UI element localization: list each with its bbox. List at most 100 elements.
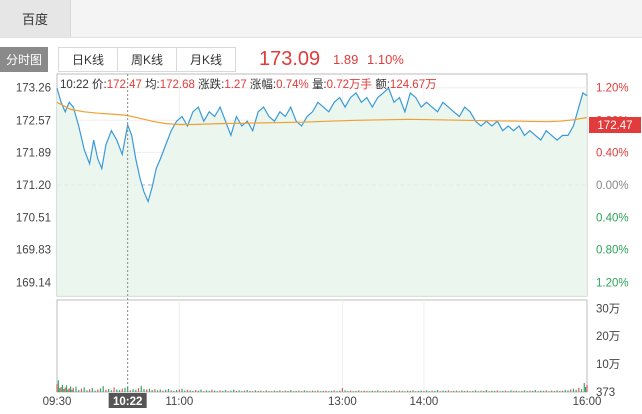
tab-monthly-k[interactable]: 月K线 — [176, 47, 236, 72]
volume-bar — [526, 391, 528, 392]
volume-bar — [224, 390, 227, 392]
current-price-tag-label: 172.47 — [597, 120, 632, 132]
volume-bar — [140, 385, 142, 392]
volume-bar — [83, 387, 85, 392]
tab-intraday[interactable]: 分时图 — [0, 47, 48, 72]
volume-bar — [477, 391, 479, 392]
volume-bar — [173, 390, 175, 392]
current-price: 173.09 — [259, 48, 321, 70]
tab-daily-k[interactable]: 日K线 — [58, 47, 118, 72]
volume-bar — [249, 390, 251, 392]
volume-bar — [287, 390, 289, 392]
volume-bar — [349, 390, 352, 392]
volume-bar — [137, 388, 140, 392]
volume-bar — [485, 390, 488, 392]
volume-bar — [235, 390, 237, 392]
volume-bar — [488, 391, 490, 392]
volume-bar — [540, 390, 542, 392]
volume-bar — [154, 389, 156, 392]
volume-bar — [86, 390, 88, 392]
volume-bar — [189, 390, 191, 392]
volume-bar — [151, 390, 153, 392]
volume-bar — [510, 390, 512, 392]
volume-bar — [60, 386, 62, 392]
volume-bar — [387, 391, 390, 392]
volume-bar — [542, 390, 545, 392]
volume-bar — [355, 390, 357, 392]
volume-bar — [197, 390, 199, 392]
volume-bar — [214, 390, 216, 392]
volume-bar — [290, 390, 292, 392]
time-tick-label: 16:00 — [573, 396, 602, 408]
volume-bar — [458, 391, 460, 392]
volume-bar — [585, 386, 587, 392]
volume-bar — [347, 390, 349, 392]
volume-bar — [97, 389, 99, 392]
percent-tick-label: 1.20% — [596, 83, 629, 95]
volume-bar — [466, 390, 469, 392]
intraday-chart[interactable]: 173.26 172.57 171.89 171.20 170.51 169.83 169.… — [0, 72, 642, 414]
percent-tick-label: 0.40% — [596, 147, 629, 159]
volume-bar — [491, 390, 493, 392]
volume-bar — [450, 391, 452, 392]
volume-bar — [71, 389, 73, 392]
volume-bar — [455, 390, 458, 392]
volume-bar — [284, 390, 286, 392]
volume-bar — [222, 390, 224, 392]
volume-bar — [162, 390, 164, 392]
volume-bar — [118, 390, 121, 392]
volume-bar — [442, 390, 444, 392]
volume-bar — [412, 390, 414, 392]
volume-bar — [366, 390, 368, 392]
volume-bar — [436, 390, 439, 392]
volume-bar — [523, 390, 526, 392]
volume-bar — [227, 391, 229, 392]
volume-bar — [352, 391, 354, 392]
volume-bars — [56, 380, 588, 392]
volume-bar — [69, 386, 72, 392]
volume-bar — [156, 390, 159, 392]
volume-bar — [252, 391, 254, 392]
volume-bar — [385, 390, 387, 392]
volume-bar — [390, 390, 392, 392]
volume-bar — [483, 390, 485, 392]
price-tick-label: 171.20 — [16, 180, 51, 192]
volume-bar — [513, 390, 515, 392]
volume-bar — [496, 390, 498, 392]
tab-weekly-k[interactable]: 周K线 — [117, 47, 177, 72]
volume-bar — [570, 389, 572, 392]
volume-bar — [341, 388, 343, 392]
period-tabs: 分时图 日K线 周K线 月K线 — [0, 47, 642, 72]
volume-bar — [401, 390, 403, 392]
volume-bar — [105, 389, 107, 392]
percent-tick-label: 1.20% — [596, 277, 629, 289]
volume-bar — [551, 390, 553, 392]
volume-bar — [268, 390, 270, 392]
volume-bar — [567, 390, 569, 392]
volume-bar — [170, 390, 172, 392]
average-line — [56, 101, 588, 126]
volume-bar — [447, 390, 449, 392]
volume-bar — [407, 390, 409, 392]
volume-bar — [80, 388, 83, 392]
volume-bar — [534, 390, 536, 392]
volume-bar — [426, 390, 428, 392]
volume-bar — [317, 390, 319, 392]
volume-bar — [124, 387, 126, 392]
volume-bar — [143, 388, 145, 392]
volume-bar — [205, 390, 208, 392]
price-tick-label: 171.89 — [16, 147, 51, 159]
volume-bar — [57, 380, 59, 392]
volume-tick-label: 20万 — [596, 331, 620, 343]
volume-bar — [281, 391, 284, 392]
app-tab-baidu[interactable]: 百度 — [0, 0, 71, 37]
volume-bar — [241, 391, 243, 392]
volume-bar — [178, 389, 180, 392]
volume-bar — [246, 390, 248, 392]
volume-bar — [65, 385, 68, 392]
volume-bar — [257, 390, 259, 392]
volume-bar — [63, 388, 65, 392]
cursor-time-tag — [108, 393, 147, 408]
volume-bar — [159, 389, 161, 392]
volume-bar — [165, 389, 167, 392]
